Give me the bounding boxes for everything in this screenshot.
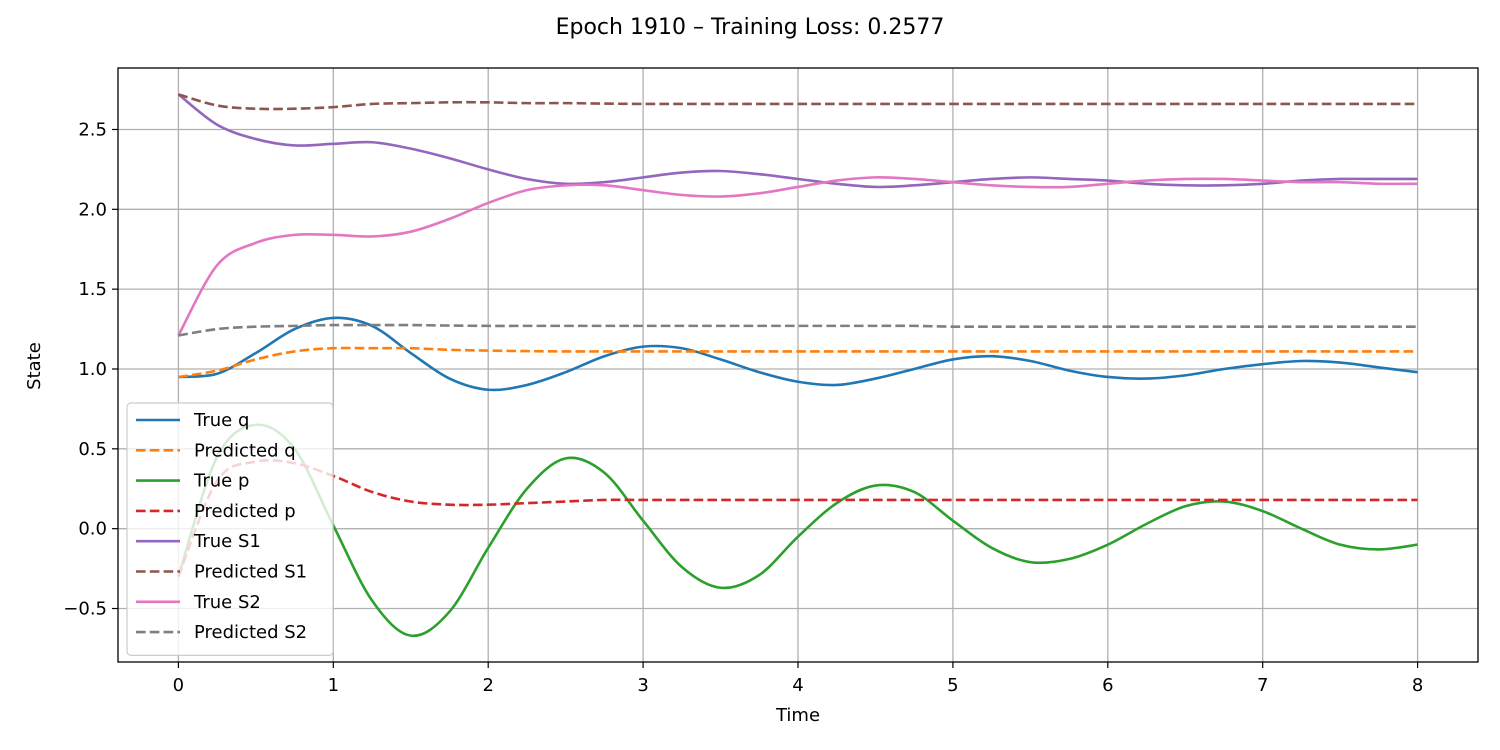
x-tick-label: 6 — [1102, 675, 1113, 696]
axis-ticks: 0 1 2 3 4 5 6 7 8 −0.5 0.0 0.5 1.0 1.5 2.0 2.5 — [63, 119, 1423, 696]
legend-label: Predicted S2 — [194, 622, 307, 643]
legend-box — [126, 402, 334, 656]
legend: True q Predicted q True p Predicted p True S… — [126, 402, 334, 656]
series-line-true-s1 — [177, 93, 1418, 189]
y-tick-label: 1.5 — [78, 279, 107, 300]
legend-label: True p — [193, 471, 249, 492]
grid — [118, 68, 1478, 662]
x-tick-label: 3 — [637, 675, 648, 696]
series-lines — [177, 93, 1418, 638]
y-tick-label: 0.0 — [78, 519, 107, 540]
series-line-true-p — [177, 423, 1418, 638]
series-line-predicted-s1 — [178, 93, 1418, 111]
x-tick-label: 5 — [947, 675, 958, 696]
y-tick-label: 2.0 — [78, 199, 107, 220]
x-tick-label: 1 — [328, 675, 339, 696]
x-tick-label: 0 — [173, 675, 184, 696]
y-tick-label: 2.5 — [78, 119, 107, 140]
x-tick-label: 8 — [1412, 675, 1423, 696]
y-axis-title: State — [24, 342, 45, 390]
x-axis-title: Time — [775, 705, 820, 726]
chart-title: Epoch 1910 – Training Loss: 0.2577 — [556, 15, 945, 40]
series-line-true-s2 — [177, 176, 1418, 337]
legend-label: True q — [193, 410, 249, 431]
series-line-predicted-p — [177, 458, 1418, 578]
series-line-true-q — [178, 316, 1418, 392]
x-tick-label: 7 — [1257, 675, 1268, 696]
legend-label: Predicted S1 — [194, 562, 307, 583]
y-tick-label: 0.5 — [78, 439, 107, 460]
y-tick-label: 1.0 — [78, 359, 107, 380]
series-line-predicted-q — [178, 346, 1418, 379]
x-tick-label: 4 — [792, 675, 803, 696]
y-tick-label: −0.5 — [63, 599, 107, 620]
x-tick-label: 2 — [482, 675, 493, 696]
legend-label: Predicted q — [194, 440, 296, 461]
legend-label: True S1 — [193, 531, 261, 552]
legend-label: Predicted p — [194, 501, 296, 522]
legend-label: True S2 — [193, 592, 261, 613]
